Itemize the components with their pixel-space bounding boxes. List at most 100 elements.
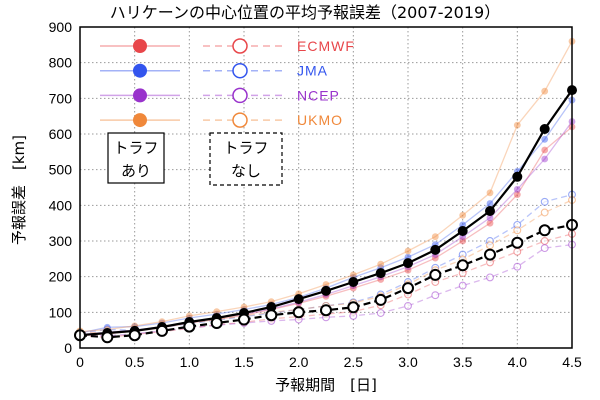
- black-filled-point: [321, 285, 331, 296]
- ecmwf-filled-point: [486, 219, 494, 227]
- x-tick-label: 0: [76, 354, 84, 370]
- black-open-point: [456, 259, 469, 272]
- ukmo-filled-point: [377, 260, 385, 268]
- black-filled-point: [485, 206, 495, 216]
- ncep-open-point: [349, 311, 358, 320]
- ukmo-filled-point: [486, 189, 494, 197]
- ukmo-filled-point: [459, 211, 467, 219]
- legend-entry-ecmwf: ECMWF: [100, 38, 355, 54]
- black-filled-point: [348, 277, 359, 287]
- black-open-point: [265, 309, 278, 322]
- trough-box-label: なし: [231, 162, 261, 180]
- black-series-group: [74, 85, 578, 344]
- ukmo-open-point: [486, 241, 494, 250]
- ncep-open-point: [404, 301, 412, 310]
- x-tick-label: 1.0: [180, 354, 200, 370]
- ecmwf-filled-point: [513, 191, 521, 199]
- black-filled-point: [293, 294, 304, 305]
- black-filled-point: [403, 258, 413, 269]
- ukmo-filled-point: [513, 121, 521, 129]
- legend-label-ecmwf: ECMWF: [297, 38, 355, 54]
- black-filled-point: [457, 226, 468, 236]
- grid: [80, 27, 572, 348]
- ecmwf-filled-point: [431, 254, 439, 262]
- ncep-open-point: [376, 309, 385, 317]
- y-tick-label: 800: [49, 55, 73, 71]
- ncep-open-point: [513, 262, 522, 271]
- ecmwf-filled-point: [404, 266, 412, 274]
- legend-label-ukmo: UKMO: [297, 112, 343, 128]
- ukmo-filled-point: [349, 271, 357, 279]
- y-axis-label: 予報誤差 [km]: [10, 135, 28, 245]
- legend-filled-marker: [133, 63, 147, 78]
- black-open-point: [402, 282, 414, 295]
- black-open-point: [128, 329, 141, 342]
- legend-label-ncep: NCEP: [297, 87, 340, 103]
- ukmo-filled-point: [541, 87, 549, 95]
- ncep-open-point: [486, 273, 494, 282]
- y-tick-label: 300: [49, 233, 73, 249]
- black-open-point: [183, 320, 196, 333]
- ukmo-open-point: [540, 208, 549, 217]
- black-open-point: [374, 293, 387, 306]
- legend-label-jma: JMA: [297, 63, 328, 79]
- ncep-filled-point: [513, 185, 521, 193]
- x-tick-label: 3.0: [398, 354, 418, 370]
- ukmo-filled-point: [404, 247, 412, 255]
- black-filled-series: [75, 85, 577, 341]
- black-open-point: [347, 301, 360, 314]
- black-open-point: [210, 317, 223, 329]
- legend-entry-ukmo: UKMO: [100, 112, 343, 128]
- black-open-point: [320, 304, 332, 317]
- plot-frame: [79, 26, 573, 349]
- ncep-filled-point: [486, 214, 494, 222]
- black-open-point: [292, 306, 305, 319]
- y-tick-label: 200: [49, 269, 73, 285]
- y-tick-label: 600: [49, 126, 73, 142]
- x-tick-label: 4.0: [508, 354, 528, 370]
- trough-box-label: トラフ: [113, 139, 158, 157]
- x-tick-labels: 0 0.5 1.0 1.5 2.0 2.5 3.0 3.5 4.0 4.5: [76, 354, 582, 370]
- ukmo-open-point: [513, 226, 522, 235]
- x-tick-label: 1.5: [234, 354, 254, 370]
- jma-filled-point: [541, 135, 549, 143]
- x-tick-label: 4.5: [562, 354, 582, 370]
- black-open-point: [238, 313, 250, 326]
- ukmo-filled-series-line: [79, 40, 573, 333]
- black-open-point: [511, 236, 524, 249]
- black-open-point: [429, 268, 442, 281]
- y-tick-label: 900: [49, 19, 73, 35]
- black-open-series: [74, 218, 578, 344]
- ecmwf-open-point: [540, 237, 549, 245]
- y-tick-label: 400: [49, 197, 73, 213]
- y-tick-label: 700: [49, 90, 73, 106]
- trough-box-label: あり: [121, 162, 151, 180]
- legend-entry-ncep: NCEP: [100, 87, 340, 104]
- trough-box-frame: [209, 132, 283, 186]
- jma-filled-point: [486, 200, 494, 207]
- legend-open-marker: [232, 38, 248, 54]
- y-tick-label: 500: [49, 162, 73, 178]
- ncep-open-point: [540, 244, 549, 253]
- chart-title: ハリケーンの中心位置の平均予報誤差（2007-2019）: [110, 3, 500, 22]
- y-tick-label: 0: [64, 340, 72, 356]
- black-open-point: [484, 248, 496, 261]
- legend-filled-marker: [133, 113, 147, 128]
- legend-filled-marker: [133, 88, 147, 103]
- black-filled-point: [539, 124, 550, 134]
- ncep-open-point: [431, 291, 440, 300]
- y-tick-label: 100: [49, 304, 73, 320]
- black-filled-point: [266, 302, 277, 312]
- ukmo-filled-point: [431, 233, 439, 241]
- ecmwf-open-point: [513, 247, 522, 256]
- x-tick-label: 2.5: [344, 354, 364, 370]
- x-tick-label: 0.5: [125, 354, 145, 370]
- black-open-point: [156, 324, 168, 337]
- legend-open-marker: [232, 87, 248, 104]
- black-open-point: [538, 224, 551, 237]
- legend-open-marker: [232, 62, 248, 79]
